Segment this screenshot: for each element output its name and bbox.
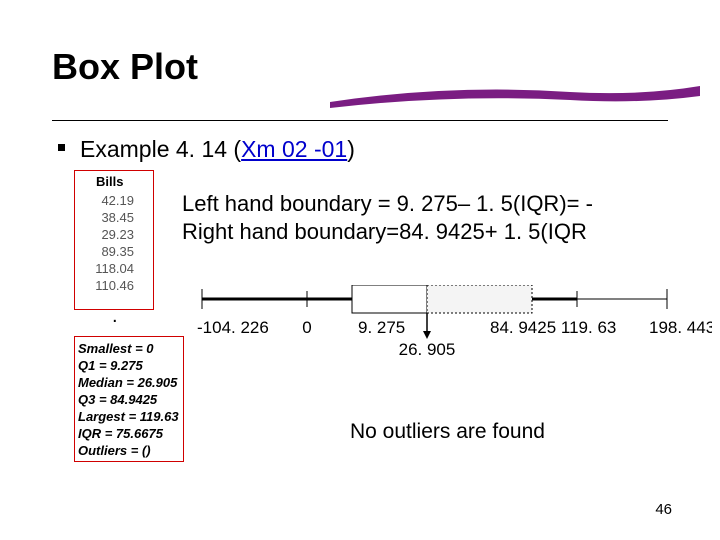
svg-text:-104. 226: -104. 226	[197, 318, 269, 337]
boundary-text: Left hand boundary = 9. 275– 1. 5(IQR)= …	[182, 190, 593, 246]
svg-text:26. 905: 26. 905	[399, 340, 456, 359]
bills-value: 42.19	[88, 192, 134, 209]
svg-text:9. 275: 9. 275	[358, 318, 405, 337]
bullet-icon	[58, 144, 65, 151]
no-outliers-text: No outliers are found	[350, 420, 545, 444]
stat-line: Q3 = 84.9425	[78, 391, 179, 408]
svg-text:0: 0	[302, 318, 311, 337]
boxplot: -104. 226 0 9. 275 26. 905 84. 9425 119. 63 1…	[182, 285, 712, 380]
bills-value: 38.45	[88, 209, 134, 226]
svg-text:84. 9425 119. 63: 84. 9425 119. 63	[490, 318, 616, 337]
bills-value: 89.35	[88, 243, 134, 260]
page-number: 46	[655, 501, 672, 518]
stat-line: Smallest = 0	[78, 340, 179, 357]
stat-line: Outliers = ()	[78, 442, 179, 459]
bills-value: 29.23	[88, 226, 134, 243]
swoosh-decoration	[330, 74, 700, 112]
svg-text:198. 443: 198. 443	[649, 318, 712, 337]
bills-value: 110.46	[88, 277, 134, 294]
stat-line: IQR = 75.6675	[78, 425, 179, 442]
example-heading: Example 4. 14 (Xm 02 -01)	[80, 136, 355, 163]
right-boundary-line: Right hand boundary=84. 9425+ 1. 5(IQR	[182, 218, 593, 246]
bills-value: 118.04	[88, 260, 134, 277]
left-boundary-line: Left hand boundary = 9. 275– 1. 5(IQR)= …	[182, 190, 593, 218]
stat-line: Largest = 119.63	[78, 408, 179, 425]
slide-title: Box Plot	[52, 46, 198, 88]
example-prefix: Example 4. 14 (	[80, 136, 241, 162]
horizontal-rule	[52, 120, 668, 121]
ellipsis-dot: .	[112, 312, 118, 320]
stat-line: Median = 26.905	[78, 374, 179, 391]
example-link[interactable]: Xm 02 -01	[241, 136, 347, 162]
stat-line: Q1 = 9.275	[78, 357, 179, 374]
stats-block: Smallest = 0 Q1 = 9.275 Median = 26.905 …	[78, 340, 179, 459]
bills-header: Bills	[96, 174, 123, 189]
example-suffix: )	[347, 136, 355, 162]
bills-values: 42.19 38.45 29.23 89.35 118.04 110.46	[88, 192, 134, 294]
